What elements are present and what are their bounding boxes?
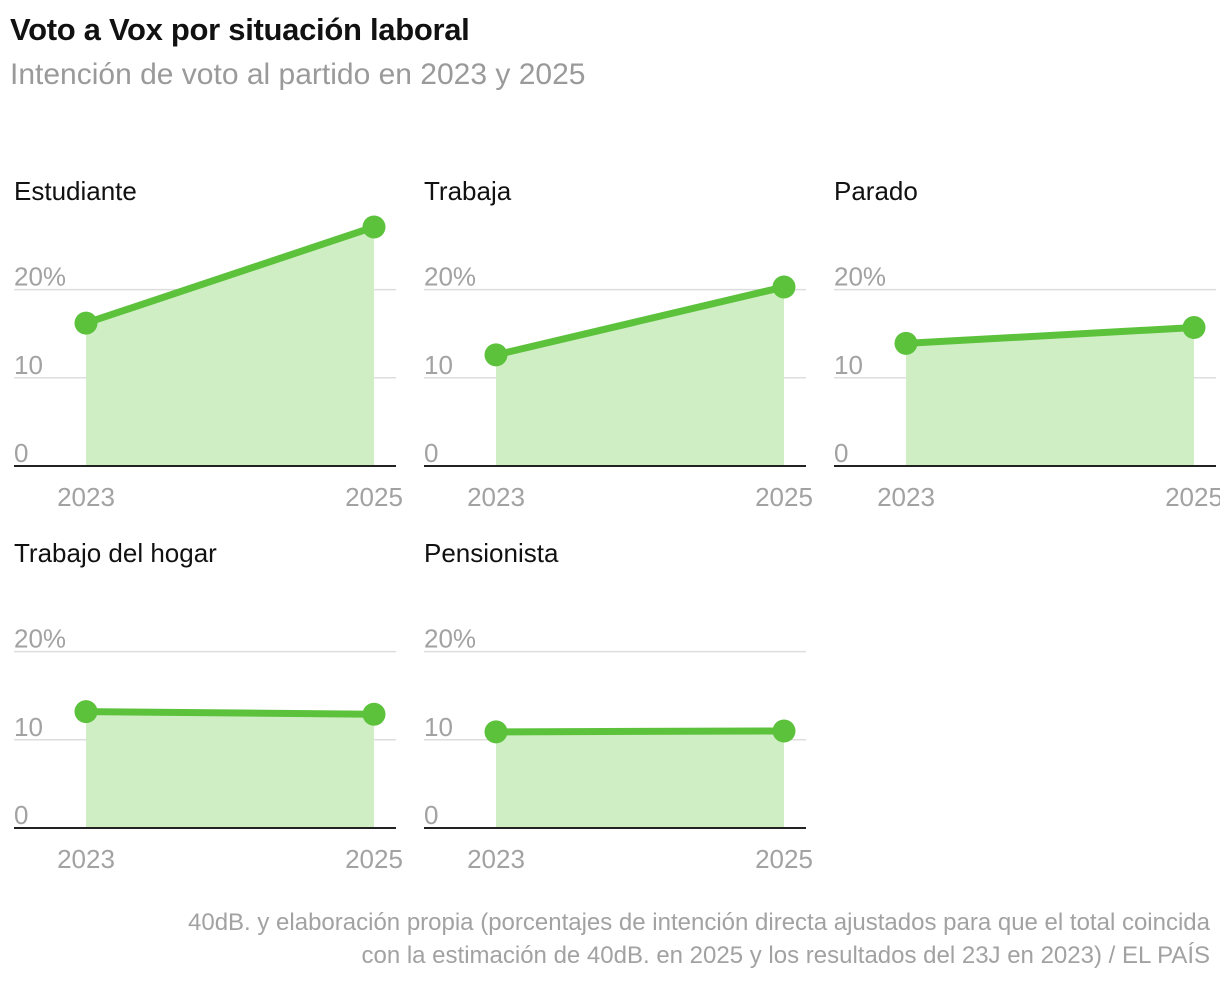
x-tick-label: 2023 <box>467 844 525 874</box>
y-tick-label: 20% <box>424 262 476 292</box>
data-point <box>1182 316 1206 340</box>
x-tick-label: 2025 <box>345 482 403 512</box>
data-point <box>484 720 508 744</box>
series-line <box>82 223 378 327</box>
chart-panel: Pensionista 0 10 20% 2023 2025 <box>424 538 813 874</box>
y-tick-label: 20% <box>14 262 66 292</box>
x-tick-label: 2023 <box>57 482 115 512</box>
data-point <box>74 700 98 724</box>
source-line-2: con la estimación de 40dB. en 2025 y los… <box>361 942 1210 969</box>
x-tick-label: 2025 <box>755 482 813 512</box>
x-tick-label: 2023 <box>57 844 115 874</box>
chart-title: Voto a Vox por situación laboral <box>10 12 470 47</box>
panel-title: Parado <box>834 176 918 206</box>
x-tick-label: 2025 <box>755 844 813 874</box>
y-tick-label: 0 <box>424 800 438 830</box>
x-tick-label: 2025 <box>1165 482 1220 512</box>
panel-title: Trabajo del hogar <box>14 538 217 568</box>
series-line <box>82 708 378 718</box>
y-tick-label: 10 <box>834 350 863 380</box>
series-area <box>496 286 784 466</box>
series-line <box>902 324 1198 347</box>
y-tick-label: 0 <box>424 438 438 468</box>
series-line <box>492 283 788 359</box>
data-point <box>772 719 796 743</box>
y-tick-label: 0 <box>834 438 848 468</box>
x-tick-label: 2023 <box>877 482 935 512</box>
x-tick-label: 2023 <box>467 482 525 512</box>
data-point <box>484 343 508 367</box>
y-tick-label: 10 <box>424 350 453 380</box>
series-area <box>496 730 784 828</box>
y-tick-label: 20% <box>834 262 886 292</box>
data-point <box>894 331 918 355</box>
y-tick-label: 0 <box>14 800 28 830</box>
series-area <box>86 711 374 828</box>
chart-panel: Trabaja 0 10 20% 2023 2025 <box>424 176 813 512</box>
chart-subtitle: Intención de voto al partido en 2023 y 2… <box>10 58 586 91</box>
series-area <box>86 226 374 466</box>
chart-panel: Estudiante 0 10 20% 2023 2025 <box>14 176 403 512</box>
data-point <box>362 702 386 726</box>
x-tick-label: 2025 <box>345 844 403 874</box>
y-tick-label: 0 <box>14 438 28 468</box>
y-tick-label: 20% <box>14 624 66 654</box>
series-line <box>492 727 788 736</box>
chart-panel: Trabajo del hogar 0 10 20% 2023 2025 <box>14 538 403 874</box>
panel-title: Pensionista <box>424 538 559 568</box>
chart-panel: Parado 0 10 20% 2023 2025 <box>834 176 1220 512</box>
panel-title: Trabaja <box>424 176 512 206</box>
panel-title: Estudiante <box>14 176 137 206</box>
data-point <box>772 275 796 299</box>
source-line-1: 40dB. y elaboración propia (porcentajes … <box>188 909 1210 936</box>
y-tick-label: 10 <box>14 350 43 380</box>
y-tick-label: 10 <box>424 712 453 742</box>
data-point <box>362 215 386 239</box>
data-point <box>74 311 98 335</box>
series-area <box>906 327 1194 466</box>
source-note: 40dB. y elaboración propia (porcentajes … <box>10 906 1210 972</box>
y-tick-label: 10 <box>14 712 43 742</box>
y-tick-label: 20% <box>424 624 476 654</box>
